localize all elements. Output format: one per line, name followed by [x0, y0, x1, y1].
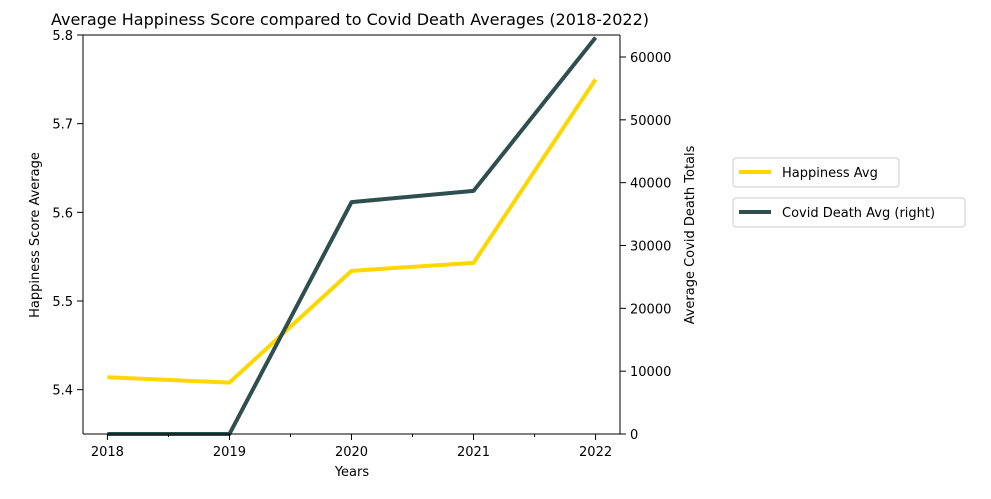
x-tick-label: 2018 — [91, 445, 124, 460]
y2-tick-label: 40000 — [630, 177, 671, 192]
series-line-happiness — [107, 78, 598, 385]
x-axis-ticks: 2018 2019 2020 2021 2022 — [91, 434, 612, 460]
y2-tick-label: 30000 — [630, 239, 671, 254]
y2-tick-label: 0 — [630, 428, 638, 443]
x-tick-label: 2020 — [335, 445, 368, 460]
y-tick-label: 5.7 — [52, 118, 73, 133]
y2-tick-label: 60000 — [630, 51, 671, 66]
y-tick-label: 5.8 — [52, 29, 73, 44]
y2-tick-label: 20000 — [630, 302, 671, 317]
legend-label-covid: Covid Death Avg (right) — [782, 206, 935, 221]
y-tick-label: 5.4 — [52, 384, 73, 399]
y-tick-label: 5.6 — [52, 206, 73, 221]
y-axis-left-ticks: 5.4 5.5 5.6 5.7 5.8 — [52, 29, 83, 399]
chart-title: Average Happiness Score compared to Covi… — [51, 10, 649, 29]
legend-box-happiness — [732, 157, 900, 188]
x-tick-label: 2019 — [213, 445, 246, 460]
x-tick-label: 2022 — [579, 445, 612, 460]
y-axis-left-label: Happiness Score Average — [28, 152, 43, 318]
x-tick-label: 2021 — [457, 445, 490, 460]
x-axis-label: Years — [334, 465, 370, 480]
legend-box-covid — [732, 197, 966, 228]
legend: Happiness Avg Covid Death Avg (right) — [732, 157, 966, 228]
plot-background — [83, 35, 620, 434]
y-tick-label: 5.5 — [52, 295, 73, 310]
y2-tick-label: 50000 — [630, 114, 671, 129]
legend-label-happiness: Happiness Avg — [782, 166, 878, 181]
y-axis-right-ticks: 0 10000 20000 30000 40000 50000 60000 — [620, 51, 671, 443]
plot-area — [83, 35, 620, 434]
y-axis-right-label: Average Covid Death Totals — [683, 145, 698, 324]
y2-tick-label: 10000 — [630, 365, 671, 380]
